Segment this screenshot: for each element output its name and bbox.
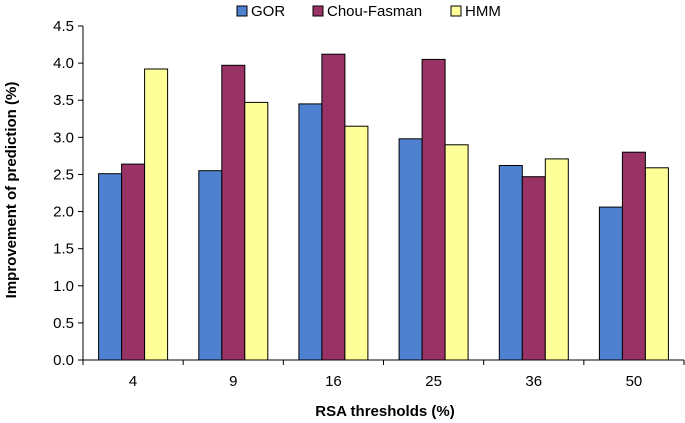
bar-chou-fasman-4	[121, 163, 146, 361]
bar-gor-25	[398, 138, 423, 361]
y-tick-label: 2.0	[53, 204, 74, 221]
bar-gor-4	[98, 173, 123, 361]
x-tick-label: 9	[229, 373, 237, 390]
y-tick-label: 0.0	[53, 352, 74, 369]
axes	[82, 26, 684, 361]
y-tick-label: 4.0	[53, 55, 74, 72]
x-tick-label: 50	[626, 373, 643, 390]
y-tick-label: 4.5	[53, 18, 74, 35]
y-tick-label: 2.5	[53, 166, 74, 183]
legend-swatch-chou-fasman	[312, 5, 324, 17]
x-tick-label: 16	[325, 373, 342, 390]
x-tick-label: 25	[425, 373, 442, 390]
bar-hmm-25	[444, 144, 469, 361]
bar-gor-9	[198, 170, 223, 361]
bar-gor-16	[298, 103, 323, 361]
legend-swatch-hmm	[450, 5, 462, 17]
bar-chou-fasman-25	[421, 58, 446, 361]
legend-label-chou-fasman: Chou-Fasman	[327, 3, 422, 20]
y-tick-label: 1.5	[53, 241, 74, 258]
legend: GOR Chou-Fasman HMM	[236, 3, 501, 20]
x-tick-label: 36	[525, 373, 542, 390]
legend-label-gor: GOR	[251, 3, 285, 20]
legend-swatch-gor	[236, 5, 248, 17]
y-tick-label: 3.0	[53, 129, 74, 146]
y-tick-label: 0.5	[53, 315, 74, 332]
bar-gor-36	[498, 165, 523, 361]
bars	[98, 53, 669, 361]
y-axis-title: Improvement of prediction (%)	[3, 82, 20, 299]
bar-chou-fasman-9	[221, 64, 246, 361]
bar-chou-fasman-36	[521, 176, 546, 361]
bar-chou-fasman-50	[621, 151, 646, 361]
x-axis-ticks: 4 9 16 25 36 50	[82, 360, 685, 390]
y-tick-label: 1.0	[53, 278, 74, 295]
y-axis-ticks: 0.0 0.5 1.0 1.5 2.0 2.5 3.0 3.5 4.0 4.5	[53, 18, 83, 369]
bar-hmm-9	[244, 101, 269, 361]
bar-hmm-50	[644, 167, 669, 361]
y-tick-label: 3.5	[53, 92, 74, 109]
bar-hmm-36	[544, 158, 569, 361]
bar-gor-50	[598, 206, 623, 361]
bar-hmm-16	[344, 125, 369, 361]
x-tick-label: 4	[129, 373, 137, 390]
bar-chou-fasman-16	[321, 53, 346, 361]
bar-hmm-4	[144, 68, 169, 361]
legend-label-hmm: HMM	[465, 3, 501, 20]
x-axis-title: RSA thresholds (%)	[315, 403, 454, 420]
